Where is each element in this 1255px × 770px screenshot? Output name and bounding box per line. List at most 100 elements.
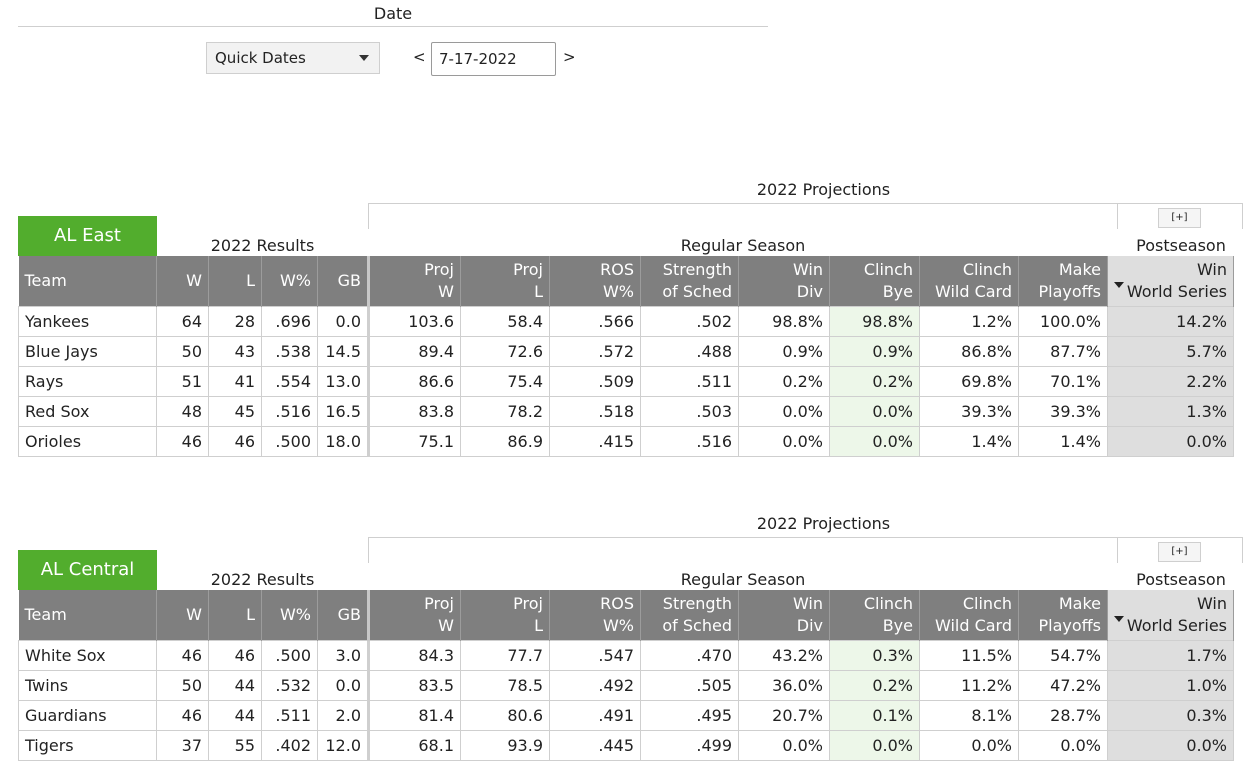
- division-tab[interactable]: AL Central: [18, 550, 157, 590]
- col-wpct[interactable]: W%: [261, 256, 318, 306]
- cell-l: 45: [208, 395, 262, 427]
- col-team[interactable]: Team: [18, 590, 157, 640]
- col-windiv[interactable]: Win Div: [738, 590, 830, 640]
- col-wc[interactable]: Clinch Wild Card: [919, 590, 1019, 640]
- division-tab[interactable]: AL East: [18, 216, 157, 256]
- header-row: Team W L W% GB Proj W Proj L ROS W% Strength of Sche…: [18, 590, 1234, 640]
- cell-team[interactable]: White Sox: [18, 639, 157, 671]
- cell-ros: .509: [549, 365, 641, 397]
- cell-wc: 69.8%: [919, 365, 1019, 397]
- sort-desc-icon: [1114, 282, 1124, 288]
- cell-po: 0.0%: [1018, 729, 1108, 761]
- cell-po: 54.7%: [1018, 639, 1108, 671]
- col-projl[interactable]: Proj L: [460, 256, 550, 306]
- cell-team[interactable]: Red Sox: [18, 395, 157, 427]
- col-label-line2: W: [438, 615, 454, 635]
- col-label-line1: Proj: [424, 259, 454, 279]
- col-po[interactable]: Make Playoffs: [1018, 590, 1108, 640]
- cell-bye: 0.0%: [829, 425, 920, 457]
- cell-ws: 5.7%: [1107, 335, 1234, 367]
- col-gb[interactable]: GB: [317, 256, 370, 306]
- col-label-line1: Clinch: [863, 259, 913, 279]
- cell-po: 1.4%: [1018, 425, 1108, 457]
- cell-ros: .518: [549, 395, 641, 427]
- quick-dates-dropdown[interactable]: Quick Dates: [206, 42, 380, 74]
- cell-team[interactable]: Twins: [18, 669, 157, 701]
- col-projl[interactable]: Proj L: [460, 590, 550, 640]
- cell-wpct: .696: [261, 305, 318, 337]
- col-label: GB: [337, 270, 361, 290]
- col-sos[interactable]: Strength of Sched: [640, 256, 739, 306]
- col-label-line1: Win: [1196, 259, 1227, 279]
- col-projw[interactable]: Proj W: [367, 256, 461, 306]
- cell-projw: 89.4: [367, 335, 461, 367]
- date-input[interactable]: [431, 42, 556, 76]
- col-label: W: [186, 270, 202, 290]
- col-gb[interactable]: GB: [317, 590, 370, 640]
- cell-gb: 12.0: [317, 729, 370, 761]
- col-label-line2: W%: [602, 615, 634, 635]
- col-ws[interactable]: Win World Series: [1107, 256, 1234, 306]
- col-team[interactable]: Team: [18, 256, 157, 306]
- cell-team[interactable]: Guardians: [18, 699, 157, 731]
- col-ros[interactable]: ROS W%: [549, 256, 641, 306]
- col-label-line1: Strength: [662, 593, 732, 613]
- cell-sos: .503: [640, 395, 739, 427]
- cell-bye: 98.8%: [829, 305, 920, 337]
- cell-ros: .445: [549, 729, 641, 761]
- cell-gb: 18.0: [317, 425, 370, 457]
- table-row: Twins 50 44.532 0.0 83.5 78.5.492.505 36.0% 0.2…: [18, 669, 1234, 701]
- cell-po: 70.1%: [1018, 365, 1108, 397]
- next-date-button[interactable]: >: [563, 48, 576, 66]
- col-ws[interactable]: Win World Series: [1107, 590, 1234, 640]
- quick-dates-label: Quick Dates: [215, 49, 306, 67]
- col-projw[interactable]: Proj W: [367, 590, 461, 640]
- cell-gb: 0.0: [317, 305, 370, 337]
- cell-projl: 77.7: [460, 639, 550, 671]
- cell-windiv: 0.9%: [738, 335, 830, 367]
- col-label-line2: of Sched: [662, 615, 732, 635]
- standings-table: Team W L W% GB Proj W Proj L ROS W% Strength of Sche…: [18, 590, 1234, 761]
- col-w[interactable]: W: [156, 256, 209, 306]
- expand-postseason-button[interactable]: [+]: [1158, 542, 1201, 562]
- col-bye[interactable]: Clinch Bye: [829, 590, 920, 640]
- col-label-line1: Proj: [424, 593, 454, 613]
- col-windiv[interactable]: Win Div: [738, 256, 830, 306]
- cell-w: 51: [156, 365, 209, 397]
- cell-team[interactable]: Tigers: [18, 729, 157, 761]
- col-sos[interactable]: Strength of Sched: [640, 590, 739, 640]
- cell-team[interactable]: Orioles: [18, 425, 157, 457]
- cell-ws: 2.2%: [1107, 365, 1234, 397]
- col-wpct[interactable]: W%: [261, 590, 318, 640]
- col-l[interactable]: L: [208, 590, 262, 640]
- col-ros[interactable]: ROS W%: [549, 590, 641, 640]
- col-label-line1: Make: [1058, 593, 1101, 613]
- cell-team[interactable]: Blue Jays: [18, 335, 157, 367]
- cell-wpct: .500: [261, 639, 318, 671]
- col-bye[interactable]: Clinch Bye: [829, 256, 920, 306]
- cell-team[interactable]: Rays: [18, 365, 157, 397]
- sort-desc-icon: [1114, 616, 1124, 622]
- cell-projl: 75.4: [460, 365, 550, 397]
- regular-season-label: Regular Season: [680, 236, 806, 255]
- cell-w: 48: [156, 395, 209, 427]
- col-wc[interactable]: Clinch Wild Card: [919, 256, 1019, 306]
- prev-date-button[interactable]: <: [413, 48, 426, 66]
- col-l[interactable]: L: [208, 256, 262, 306]
- col-w[interactable]: W: [156, 590, 209, 640]
- cell-projw: 103.6: [367, 305, 461, 337]
- col-label: W%: [279, 270, 311, 290]
- cell-wc: 8.1%: [919, 699, 1019, 731]
- projections-frame: [368, 537, 1243, 563]
- cell-ros: .492: [549, 669, 641, 701]
- expand-postseason-button[interactable]: [+]: [1158, 208, 1201, 228]
- cell-projw: 83.5: [367, 669, 461, 701]
- cell-projw: 84.3: [367, 639, 461, 671]
- cell-team[interactable]: Yankees: [18, 305, 157, 337]
- cell-gb: 0.0: [317, 669, 370, 701]
- postseason-label: Postseason: [1136, 236, 1226, 255]
- col-po[interactable]: Make Playoffs: [1018, 256, 1108, 306]
- table-row: Yankees 64 28.696 0.0 103.6 58.4.566.502 98.8%…: [18, 305, 1234, 337]
- col-label: Team: [24, 604, 67, 624]
- cell-wpct: .532: [261, 669, 318, 701]
